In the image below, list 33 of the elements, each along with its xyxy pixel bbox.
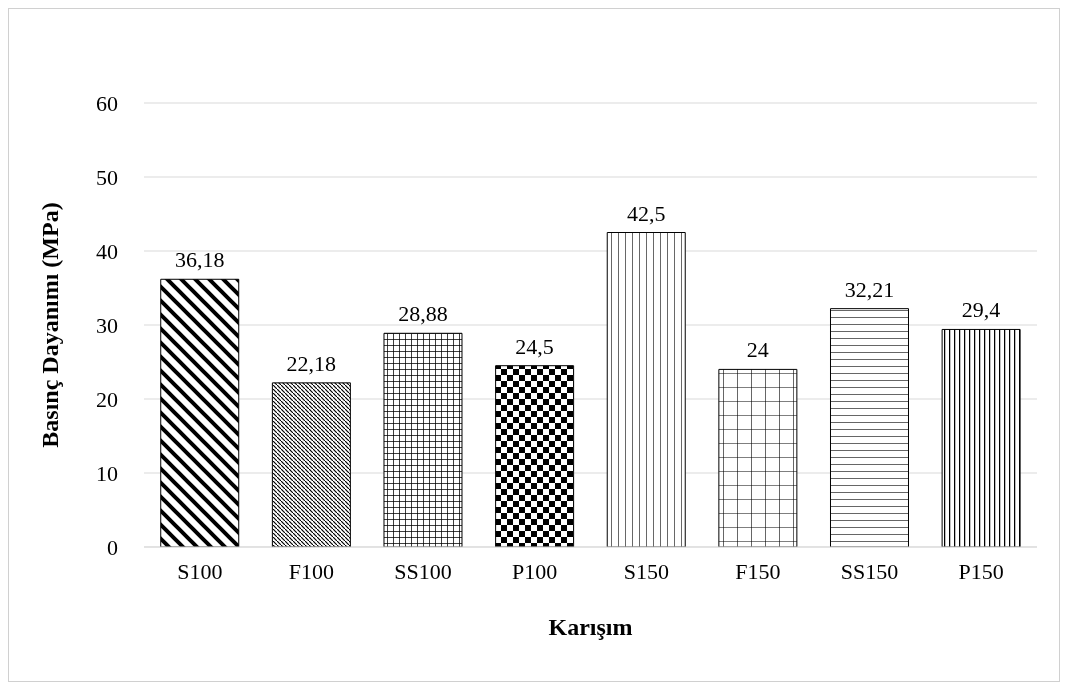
x-tick-label: S150 [623,558,669,584]
x-axis-title: Karışım [548,614,633,640]
x-tick-label: F100 [288,558,335,584]
bar [829,308,909,547]
y-tick-label: 10 [96,460,118,486]
data-label: 42,5 [626,200,666,226]
data-label: 36,18 [174,247,225,273]
bar [271,382,351,547]
x-tick-label: P150 [958,558,1004,584]
y-tick-label: 50 [96,164,118,190]
y-tick-label: 60 [96,90,118,116]
bar [941,328,1021,547]
x-tick-label: P100 [512,558,558,584]
y-tick-label: 30 [96,312,118,338]
bar [495,365,575,547]
data-label: 29,4 [961,297,1001,323]
data-label: 32,21 [844,276,895,302]
bar [160,278,240,547]
data-label: 24,5 [515,333,554,359]
y-tick-label: 0 [107,534,118,560]
x-tick-label: S100 [177,558,223,584]
bar [383,332,463,547]
data-label: 22,18 [286,350,337,376]
data-label: 28,88 [398,301,448,327]
y-tick-label: 20 [96,386,118,412]
bar [718,368,798,547]
data-label: 24 [746,337,769,363]
x-tick-label: SS100 [394,558,452,584]
x-tick-label: F150 [735,558,781,584]
y-tick-label: 40 [96,238,118,264]
x-tick-label: SS150 [840,558,899,584]
y-axis-title: Basınç Dayanımı (MPa) [36,202,63,448]
bar [606,232,686,547]
